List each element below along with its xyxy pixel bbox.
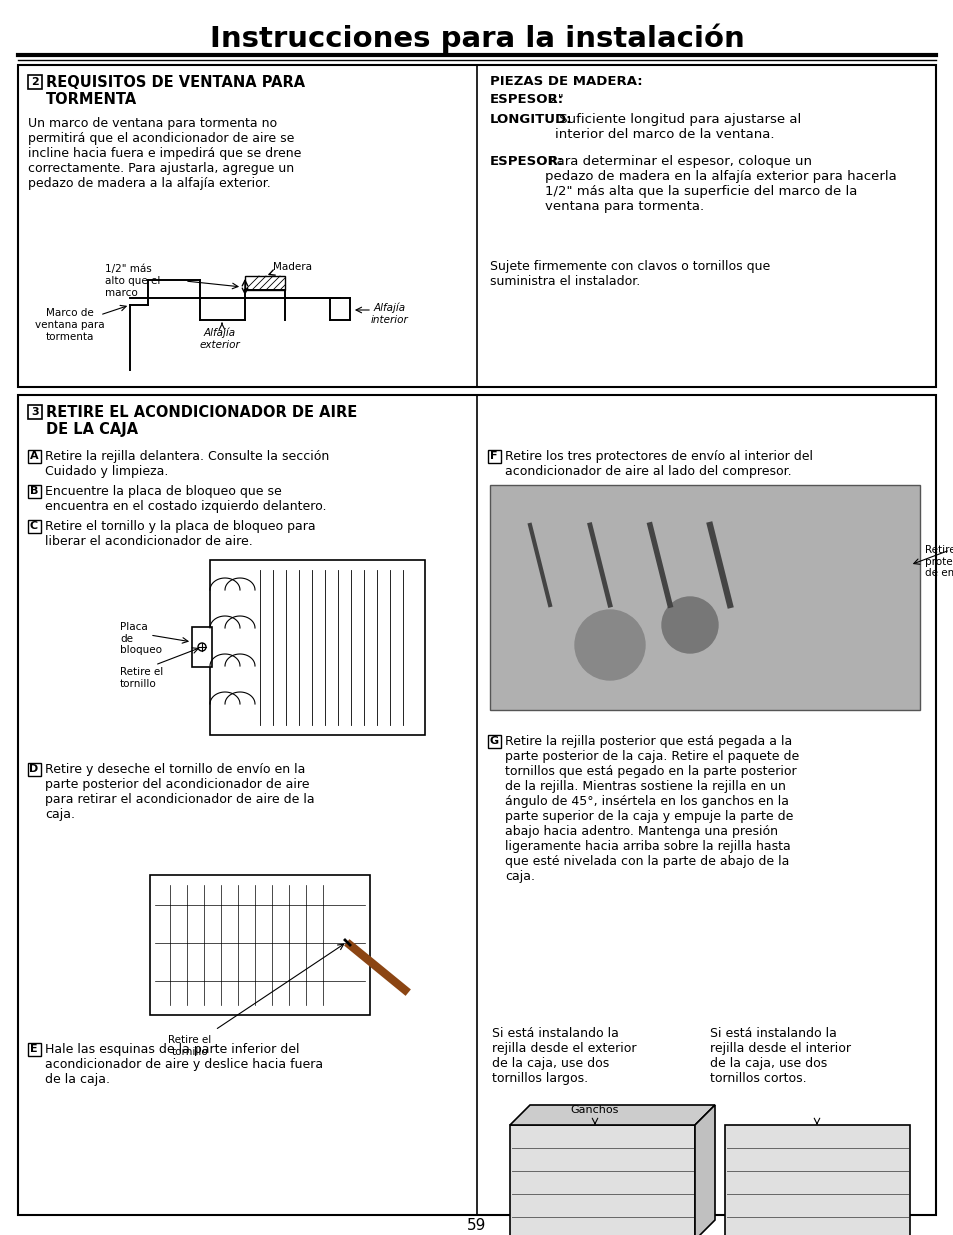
Text: C: C — [30, 521, 38, 531]
Bar — [490, 485, 919, 710]
Bar — [28, 520, 41, 534]
Bar — [150, 876, 370, 1015]
Text: 2": 2" — [544, 93, 563, 106]
Text: Retire el
tornillo: Retire el tornillo — [168, 1035, 212, 1057]
Circle shape — [661, 597, 718, 653]
Text: RETIRE EL ACONDICIONADOR DE AIRE
DE LA CAJA: RETIRE EL ACONDICIONADOR DE AIRE DE LA C… — [46, 405, 356, 437]
Text: Retire los tres protectores de envío al interior del
acondicionador de aire al l: Retire los tres protectores de envío al … — [504, 450, 812, 478]
Text: G: G — [489, 736, 498, 746]
Text: Alfajía
interior: Alfajía interior — [371, 303, 409, 325]
Text: 2: 2 — [31, 77, 39, 86]
Polygon shape — [695, 1105, 714, 1235]
Circle shape — [575, 610, 644, 680]
Text: Retire y deseche el tornillo de envío en la
parte posterior del acondicionador d: Retire y deseche el tornillo de envío en… — [45, 763, 314, 821]
Polygon shape — [510, 1105, 714, 1125]
Bar — [18, 65, 935, 387]
Text: Hale las esquinas de la parte inferior del
acondicionador de aire y deslice haci: Hale las esquinas de la parte inferior d… — [45, 1044, 323, 1086]
Bar — [510, 1125, 695, 1235]
Bar — [28, 75, 42, 89]
Bar — [28, 763, 41, 776]
Bar — [210, 559, 424, 735]
Text: Placa
de
bloqueo: Placa de bloqueo — [120, 622, 162, 656]
Bar — [192, 627, 212, 667]
Text: A: A — [30, 451, 38, 461]
Bar — [488, 450, 500, 463]
Text: Para determinar el espesor, coloque un
pedazo de madera en la alfajía exterior p: Para determinar el espesor, coloque un p… — [544, 156, 896, 212]
Text: Si está instalando la
rejilla desde el exterior
de la caja, use dos
tornillos la: Si está instalando la rejilla desde el e… — [492, 1028, 636, 1086]
Text: Un marco de ventana para tormenta no
permitirá que el acondicionador de aire se
: Un marco de ventana para tormenta no per… — [28, 117, 301, 190]
Text: Retire la rejilla delantera. Consulte la sección
Cuidado y limpieza.: Retire la rejilla delantera. Consulte la… — [45, 450, 329, 478]
Text: E: E — [30, 1044, 38, 1053]
Text: Ganchos: Ganchos — [570, 1105, 618, 1115]
Text: Retire el
tornillo: Retire el tornillo — [120, 667, 163, 689]
Text: Retire el tornillo y la placa de bloqueo para
liberar el acondicionador de aire.: Retire el tornillo y la placa de bloqueo… — [45, 520, 315, 548]
Text: ESPESOR:: ESPESOR: — [490, 156, 563, 168]
Bar — [724, 1125, 909, 1235]
Text: Encuentre la placa de bloqueo que se
encuentra en el costado izquierdo delantero: Encuentre la placa de bloqueo que se enc… — [45, 485, 326, 513]
Text: Alfajía
exterior: Alfajía exterior — [199, 329, 240, 350]
Text: Si está instalando la
rejilla desde el interior
de la caja, use dos
tornillos co: Si está instalando la rejilla desde el i… — [709, 1028, 850, 1086]
Text: Suficiente longitud para ajustarse al
interior del marco de la ventana.: Suficiente longitud para ajustarse al in… — [555, 112, 801, 141]
Text: B: B — [30, 487, 38, 496]
Bar — [28, 485, 41, 498]
Text: ESPESOR:: ESPESOR: — [490, 93, 563, 106]
Text: Retire los
protectores
de empaque: Retire los protectores de empaque — [924, 545, 953, 578]
Text: 1/2" más
alto que el
marco: 1/2" más alto que el marco — [105, 264, 160, 298]
Text: LONGITUD:: LONGITUD: — [490, 112, 572, 126]
Text: REQUISITOS DE VENTANA PARA
TORMENTA: REQUISITOS DE VENTANA PARA TORMENTA — [46, 75, 305, 107]
Text: Marco de
ventana para
tormenta: Marco de ventana para tormenta — [35, 309, 105, 342]
Text: 3: 3 — [31, 408, 39, 417]
Bar — [18, 395, 935, 1215]
Text: 59: 59 — [467, 1218, 486, 1233]
Bar — [28, 1044, 41, 1056]
Text: Sujete firmemente con clavos o tornillos que
suministra el instalador.: Sujete firmemente con clavos o tornillos… — [490, 261, 769, 288]
Text: Instrucciones para la instalación: Instrucciones para la instalación — [210, 23, 743, 53]
Bar — [28, 450, 41, 463]
Bar — [488, 735, 500, 748]
Text: F: F — [490, 451, 497, 461]
Text: Retire la rejilla posterior que está pegada a la
parte posterior de la caja. Ret: Retire la rejilla posterior que está peg… — [504, 735, 799, 883]
Bar — [245, 275, 285, 290]
Text: PIEZAS DE MADERA:: PIEZAS DE MADERA: — [490, 75, 642, 88]
Text: D: D — [30, 764, 38, 774]
Bar — [28, 405, 42, 419]
Text: Madera: Madera — [273, 262, 312, 272]
